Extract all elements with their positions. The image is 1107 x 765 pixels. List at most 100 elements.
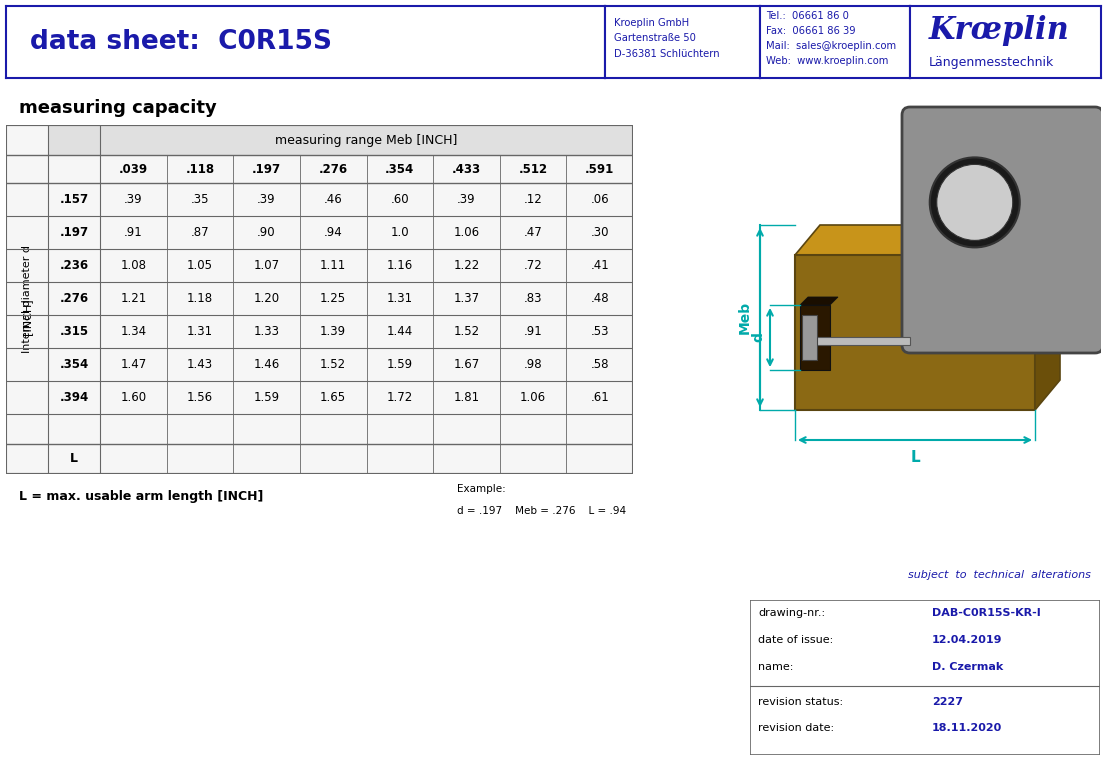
Text: DAB-C0R15S-KR-I: DAB-C0R15S-KR-I [932, 608, 1041, 618]
Polygon shape [800, 297, 838, 305]
Text: .60: .60 [391, 193, 410, 206]
Text: 1.31: 1.31 [187, 325, 213, 338]
Text: 1.0: 1.0 [391, 226, 410, 239]
Text: 1.16: 1.16 [386, 259, 413, 272]
Text: .06: .06 [590, 193, 609, 206]
Text: 1.22: 1.22 [453, 259, 479, 272]
Text: .61: .61 [590, 391, 609, 404]
Text: .591: .591 [586, 162, 614, 175]
Text: d: d [751, 333, 765, 343]
Text: Krœplin: Krœplin [929, 15, 1069, 46]
Text: drawing-nr.:: drawing-nr.: [758, 608, 825, 618]
Text: .39: .39 [457, 193, 476, 206]
Text: .118: .118 [185, 162, 215, 175]
Text: .157: .157 [60, 193, 89, 206]
Text: 1.59: 1.59 [254, 391, 280, 404]
Text: 1.18: 1.18 [187, 292, 213, 305]
Circle shape [930, 158, 1020, 247]
Polygon shape [795, 225, 1061, 255]
Text: 1.65: 1.65 [320, 391, 346, 404]
Text: [INCH]: [INCH] [22, 298, 32, 335]
Text: .53: .53 [590, 325, 609, 338]
Text: 12.04.2019: 12.04.2019 [932, 635, 1003, 645]
Text: 1.05: 1.05 [187, 259, 213, 272]
Circle shape [937, 164, 1013, 240]
Text: 1.43: 1.43 [187, 358, 213, 371]
Text: .91: .91 [524, 325, 542, 338]
Text: name:: name: [758, 662, 794, 672]
Text: 18.11.2020: 18.11.2020 [932, 723, 1002, 734]
Text: 1.56: 1.56 [187, 391, 213, 404]
Text: .512: .512 [518, 162, 548, 175]
Text: D. Czermak: D. Czermak [932, 662, 1003, 672]
Bar [801, 315, 817, 360]
Text: 1.37: 1.37 [454, 292, 479, 305]
Bar [815, 337, 910, 345]
Text: .58: .58 [590, 358, 609, 371]
Text: .87: .87 [190, 226, 209, 239]
Text: data sheet:  C0R15S: data sheet: C0R15S [30, 29, 332, 55]
Text: .94: .94 [324, 226, 342, 239]
Text: 1.31: 1.31 [386, 292, 413, 305]
Text: Example:: Example: [457, 484, 506, 494]
Text: 1.52: 1.52 [320, 358, 346, 371]
Text: Längenmesstechnik: Längenmesstechnik [929, 56, 1054, 69]
Text: 1.08: 1.08 [121, 259, 146, 272]
Text: .35: .35 [190, 193, 209, 206]
Text: .354: .354 [60, 358, 89, 371]
Text: date of issue:: date of issue: [758, 635, 834, 645]
Text: .12: .12 [524, 193, 542, 206]
Bar [48, 125, 633, 155]
Text: 1.39: 1.39 [320, 325, 346, 338]
Text: 1.33: 1.33 [254, 325, 280, 338]
Text: .39: .39 [257, 193, 276, 206]
Text: 1.44: 1.44 [386, 325, 413, 338]
Text: 1.07: 1.07 [254, 259, 280, 272]
Text: Tel.:  06661 86 0
Fax:  06661 86 39
Mail:  sales@kroeplin.com
Web:  www.kroeplin: Tel.: 06661 86 0 Fax: 06661 86 39 Mail: … [766, 11, 897, 66]
Text: 1.46: 1.46 [254, 358, 280, 371]
Text: .91: .91 [124, 226, 143, 239]
Text: 1.11: 1.11 [320, 259, 346, 272]
Text: .354: .354 [385, 162, 414, 175]
Text: .276: .276 [319, 162, 348, 175]
Text: measuring range Meb [INCH]: measuring range Meb [INCH] [276, 134, 457, 147]
Text: 1.72: 1.72 [386, 391, 413, 404]
FancyBboxPatch shape [902, 107, 1103, 353]
Text: 1.47: 1.47 [121, 358, 146, 371]
Text: Kroeplin GmbH
Gartenstraße 50
D-36381 Schlüchtern: Kroeplin GmbH Gartenstraße 50 D-36381 Sc… [614, 18, 720, 59]
Text: .30: .30 [590, 226, 609, 239]
Text: .276: .276 [60, 292, 89, 305]
Text: L: L [70, 453, 77, 465]
Bar [795, 255, 1035, 410]
Text: .48: .48 [590, 292, 609, 305]
Text: .236: .236 [60, 259, 89, 272]
Bar [800, 305, 830, 370]
Text: .41: .41 [590, 259, 609, 272]
Text: .72: .72 [524, 259, 542, 272]
Text: .197: .197 [60, 226, 89, 239]
Text: .394: .394 [60, 391, 89, 404]
Text: Meb: Meb [738, 301, 752, 334]
Text: .98: .98 [524, 358, 542, 371]
Text: 1.52: 1.52 [454, 325, 479, 338]
Text: 1.06: 1.06 [520, 391, 546, 404]
Text: revision date:: revision date: [758, 723, 835, 734]
Text: 1.60: 1.60 [121, 391, 146, 404]
Text: 1.34: 1.34 [121, 325, 146, 338]
Text: 1.25: 1.25 [320, 292, 346, 305]
Text: .46: .46 [324, 193, 342, 206]
Text: L = max. usable arm length [INCH]: L = max. usable arm length [INCH] [19, 490, 263, 503]
Polygon shape [1035, 225, 1061, 410]
Text: 2227: 2227 [932, 697, 963, 707]
Text: .197: .197 [252, 162, 281, 175]
Text: .83: .83 [524, 292, 542, 305]
Text: .433: .433 [452, 162, 482, 175]
Text: .39: .39 [124, 193, 143, 206]
Text: revision status:: revision status: [758, 697, 844, 707]
Text: measuring capacity: measuring capacity [19, 99, 216, 117]
Text: .90: .90 [257, 226, 276, 239]
Text: .315: .315 [60, 325, 89, 338]
Text: 1.67: 1.67 [453, 358, 479, 371]
Text: 1.06: 1.06 [454, 226, 479, 239]
Text: 1.59: 1.59 [386, 358, 413, 371]
